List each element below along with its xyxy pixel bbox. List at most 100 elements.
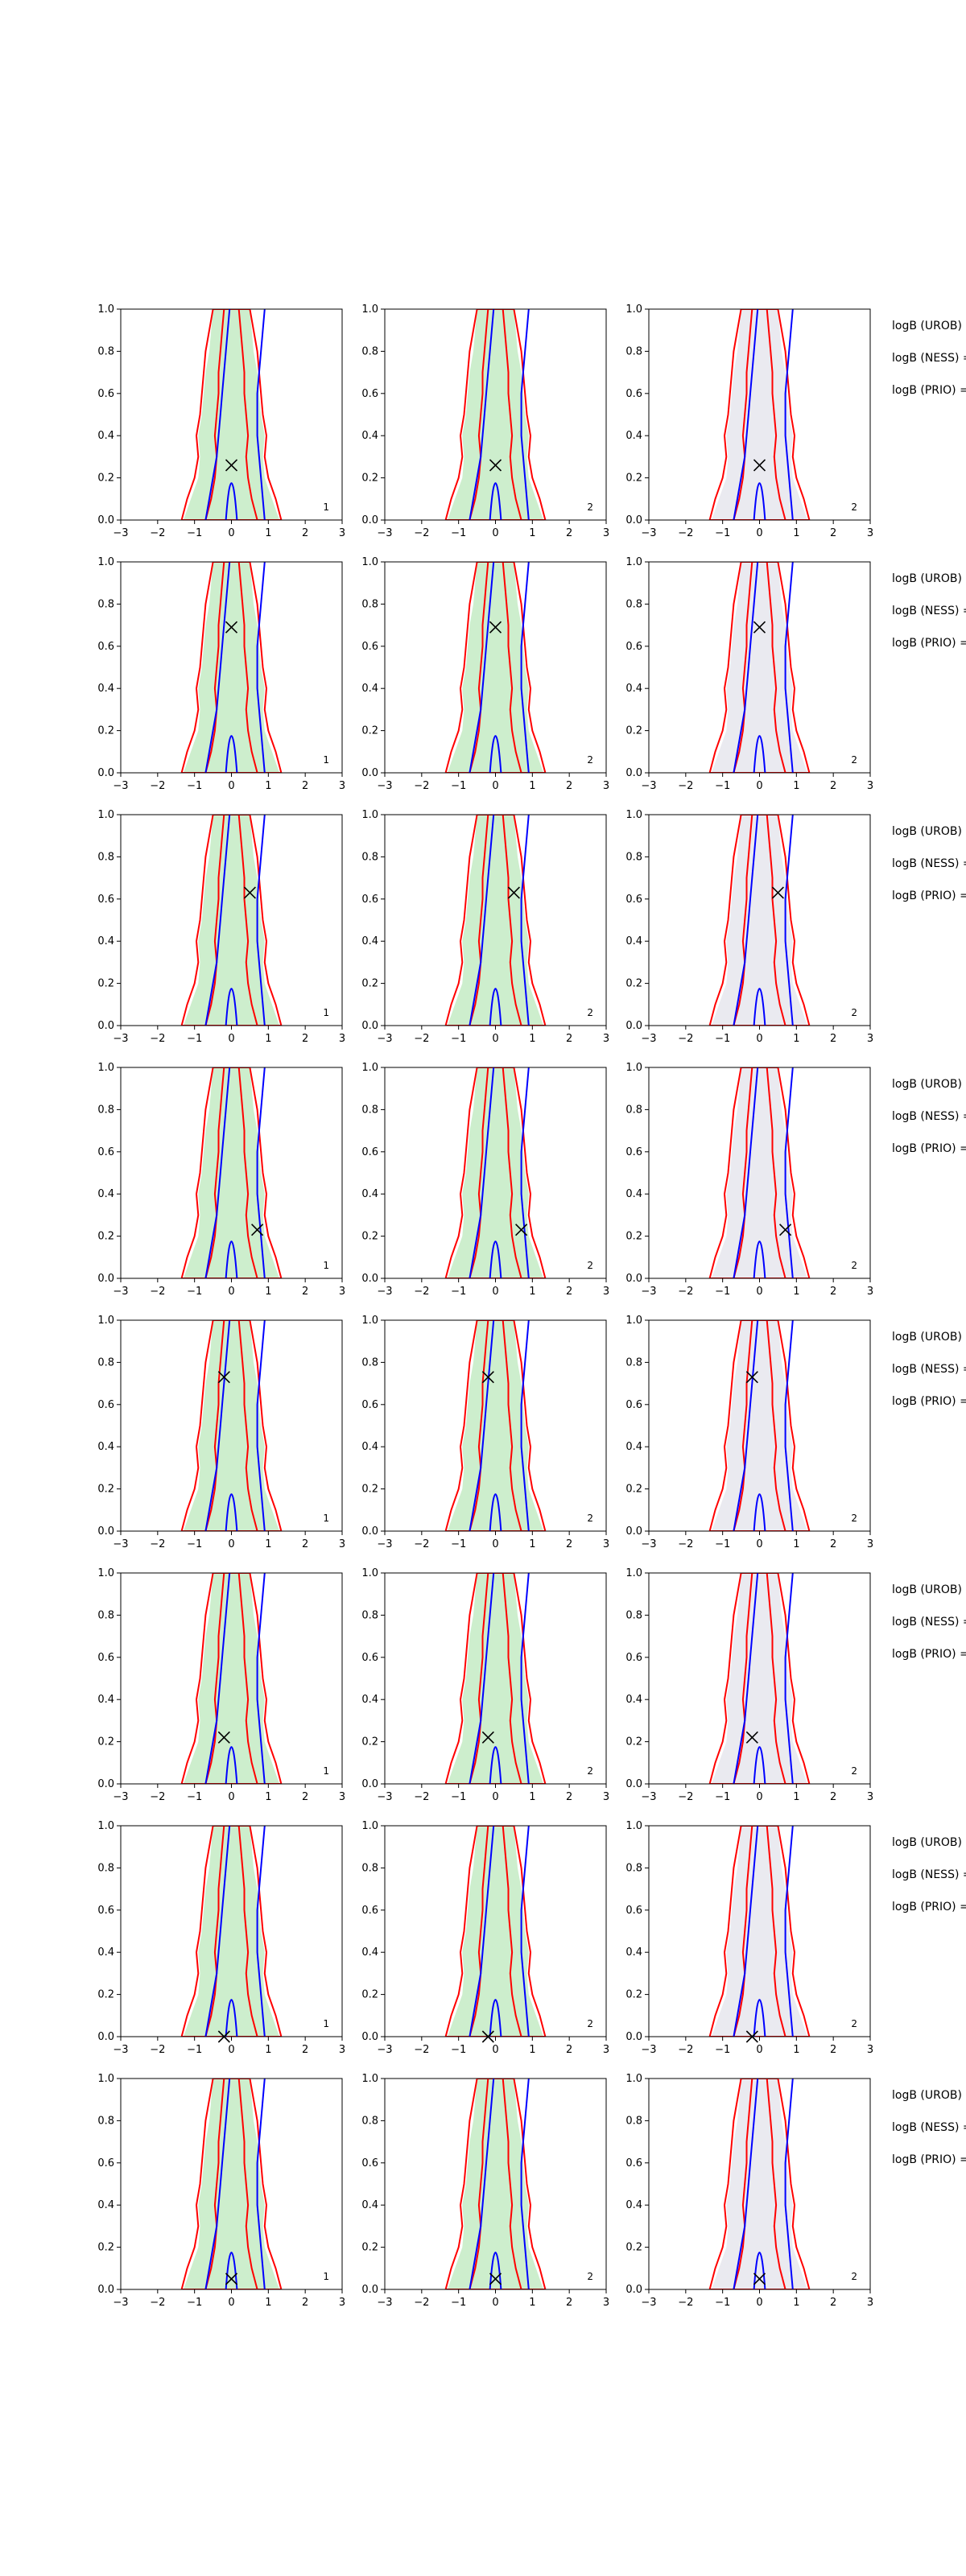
- red-contour-inner: [733, 1320, 786, 1531]
- y-tick-label: 0.6: [97, 894, 114, 906]
- x-tick-label: −1: [715, 1033, 730, 1045]
- panel-contours: [180, 2079, 283, 2289]
- blue-contour-right: [256, 1320, 266, 1531]
- blue-contour-right: [784, 1320, 794, 1531]
- x-tick-label: −2: [678, 1791, 693, 1803]
- panel-corner-label: 2: [851, 1260, 857, 1271]
- y-tick-label: 0.0: [361, 2284, 378, 2296]
- panel-contours: [180, 1067, 283, 1278]
- y-tick-label: 0.8: [361, 345, 378, 357]
- x-tick-label: 1: [529, 527, 535, 539]
- x-tick-label: −3: [377, 1538, 392, 1550]
- density-fill: [447, 1826, 544, 2037]
- blue-contour-loop: [489, 1493, 502, 1531]
- x-tick-label: 2: [830, 2297, 836, 2309]
- blue-contour-left: [733, 2079, 759, 2289]
- y-tick-label: 0.6: [625, 388, 642, 400]
- y-tick-label: 0.8: [625, 1356, 642, 1368]
- y-tick-label: 0.0: [97, 514, 114, 526]
- y-tick-label: 0.8: [361, 2115, 378, 2127]
- x-tick-label: 3: [603, 1033, 609, 1045]
- density-fill: [183, 815, 280, 1026]
- x-marker: [225, 2273, 238, 2285]
- side-label-1: logB (UROB) =: [892, 1836, 966, 1849]
- side-label-1: logB (UROB) =: [892, 572, 966, 585]
- x-tick-label: −3: [641, 1033, 656, 1045]
- x-tick-label: 0: [756, 1538, 762, 1550]
- x-tick-label: 1: [265, 1791, 271, 1803]
- y-tick-label: 0.0: [361, 514, 378, 526]
- y-tick-label: 1.0: [361, 556, 378, 568]
- x-tick-label: 1: [529, 2297, 535, 2309]
- y-tick-label: 0.6: [361, 1652, 378, 1664]
- red-contour-outer: [444, 1067, 547, 1278]
- panel-corner-label: 1: [323, 2018, 329, 2029]
- panel-r3-c3: −3 −2 −1 0 1 2 3 0.0 0.2 0.4 0.6 0.8 1.0 2: [625, 809, 873, 1045]
- blue-contour-loop: [753, 735, 766, 773]
- x-tick-label: 0: [228, 1286, 234, 1298]
- y-tick-label: 0.4: [361, 1946, 378, 1959]
- y-tick-label: 1.0: [625, 809, 642, 821]
- y-tick-label: 0.2: [97, 1484, 114, 1496]
- x-marker: [745, 1371, 758, 1384]
- side-label-2: logB (NESS) =: [892, 352, 966, 365]
- y-tick-label: 0.6: [625, 2157, 642, 2169]
- panel-r5-c3: −3 −2 −1 0 1 2 3 0.0 0.2 0.4 0.6 0.8 1.0 2: [625, 1315, 873, 1550]
- x-tick-label: 0: [492, 780, 498, 792]
- x-tick-label: 0: [756, 527, 762, 539]
- red-contour-inner: [204, 1826, 258, 2037]
- panel-contours: [444, 309, 547, 520]
- red-contour-outer: [708, 2079, 811, 2289]
- x-marker: [753, 459, 766, 472]
- y-tick-label: 0.8: [361, 1356, 378, 1368]
- blue-contour-left: [733, 1320, 759, 1531]
- y-tick-label: 0.0: [361, 1525, 378, 1538]
- y-tick-label: 0.4: [625, 1188, 642, 1200]
- x-marker: [225, 459, 238, 472]
- panel-r2-c1: −3 −2 −1 0 1 2 3 0.0 0.2 0.4 0.6 0.8 1.0 1: [97, 556, 345, 792]
- panel-r8-c3: −3 −2 −1 0 1 2 3 0.0 0.2 0.4 0.6 0.8 1.0 2: [625, 2073, 873, 2309]
- y-tick-label: 0.4: [97, 1188, 114, 1200]
- x-tick-label: 2: [302, 780, 308, 792]
- x-tick-label: 0: [228, 2297, 234, 2309]
- x-tick-label: −3: [113, 527, 128, 539]
- blue-contour-right: [256, 562, 266, 773]
- y-tick-label: 0.0: [361, 767, 378, 779]
- panel-contours: [708, 562, 811, 773]
- x-tick-label: 3: [867, 527, 873, 539]
- blue-contour-loop: [225, 1493, 238, 1531]
- red-contour-inner: [469, 1826, 522, 2037]
- panel-corner-label: 2: [851, 754, 857, 766]
- y-tick-label: 0.4: [625, 683, 642, 695]
- red-contour-outer: [444, 562, 547, 773]
- x-tick-label: 2: [302, 1033, 308, 1045]
- red-contour-inner: [204, 309, 258, 520]
- x-tick-label: −3: [641, 2044, 656, 2056]
- density-fill: [711, 1826, 808, 2037]
- blue-contour-right: [784, 309, 794, 520]
- side-label-1: logB (UROB) =: [892, 1583, 966, 1596]
- x-tick-label: 3: [867, 1286, 873, 1298]
- y-tick-label: 0.6: [361, 1146, 378, 1158]
- red-contour-outer: [708, 1826, 811, 2037]
- panel-r3-c2: −3 −2 −1 0 1 2 3 0.0 0.2 0.4 0.6 0.8 1.0 2: [361, 809, 609, 1045]
- x-tick-label: −3: [377, 2044, 392, 2056]
- blue-contour-loop: [489, 988, 502, 1026]
- y-tick-label: 0.6: [97, 388, 114, 400]
- x-tick-label: 1: [265, 2044, 271, 2056]
- x-tick-label: −2: [678, 780, 693, 792]
- y-tick-label: 1.0: [97, 1062, 114, 1074]
- x-tick-label: 1: [265, 780, 271, 792]
- y-tick-label: 0.8: [361, 1104, 378, 1116]
- panel-contours: [708, 309, 811, 520]
- x-tick-label: 1: [529, 780, 535, 792]
- red-contour-outer: [180, 1826, 283, 2037]
- y-tick-label: 0.0: [625, 1525, 642, 1538]
- panel-corner-label: 2: [587, 1513, 593, 1524]
- panel-r7-c1: −3 −2 −1 0 1 2 3 0.0 0.2 0.4 0.6 0.8 1.0 1: [97, 1820, 345, 2056]
- y-tick-label: 1.0: [625, 2073, 642, 2085]
- red-contour-inner: [733, 815, 786, 1026]
- panel-corner-label: 2: [851, 1765, 857, 1777]
- y-tick-label: 0.8: [361, 598, 378, 610]
- blue-contour-left: [733, 562, 759, 773]
